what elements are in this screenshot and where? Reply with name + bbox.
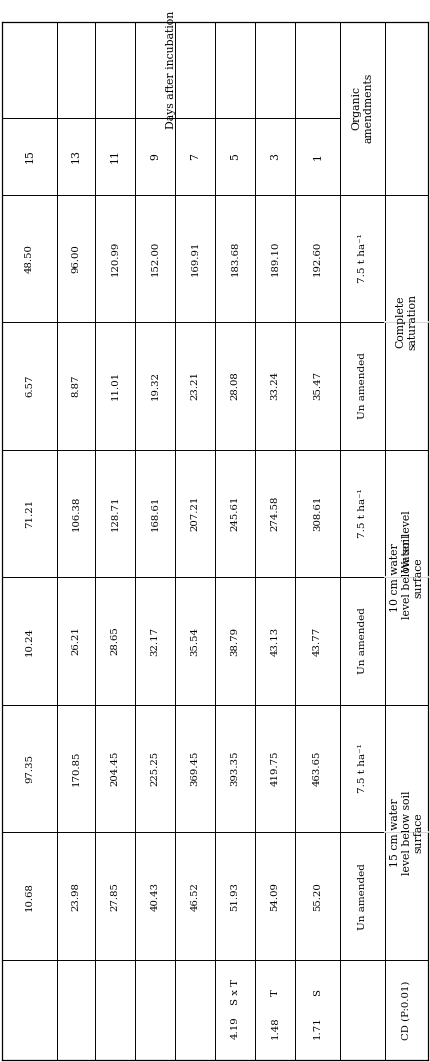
Text: T: T: [270, 989, 280, 996]
Text: 1: 1: [313, 153, 322, 159]
Text: 71.21: 71.21: [25, 499, 34, 528]
Text: 7.5 t ha⁻¹: 7.5 t ha⁻¹: [358, 743, 367, 793]
Text: 23.98: 23.98: [71, 881, 80, 910]
Text: 15 cm water
level below soil
surface: 15 cm water level below soil surface: [390, 790, 423, 875]
Text: 40.43: 40.43: [150, 881, 160, 911]
Text: 7: 7: [190, 153, 200, 159]
Text: S: S: [313, 989, 322, 996]
Text: Organic
amendments: Organic amendments: [352, 73, 373, 143]
Text: 245.61: 245.61: [230, 496, 240, 531]
Text: 54.09: 54.09: [270, 881, 280, 910]
Text: 192.60: 192.60: [313, 241, 322, 276]
Text: 48.50: 48.50: [25, 244, 34, 273]
Text: 419.75: 419.75: [270, 751, 280, 786]
Text: 274.58: 274.58: [270, 496, 280, 531]
Text: 8.87: 8.87: [71, 375, 80, 397]
Text: 13: 13: [71, 150, 81, 164]
Text: 168.61: 168.61: [150, 496, 160, 531]
Text: 23.21: 23.21: [190, 372, 200, 400]
Text: 10 cm water
level below soil
surface: 10 cm water level below soil surface: [390, 535, 423, 619]
Text: 97.35: 97.35: [25, 754, 34, 783]
Text: S x T: S x T: [230, 979, 240, 1006]
Text: 128.71: 128.71: [111, 496, 120, 531]
Text: 15: 15: [25, 150, 34, 164]
Text: 204.45: 204.45: [111, 751, 120, 786]
Text: 19.32: 19.32: [150, 372, 160, 400]
Text: 43.13: 43.13: [270, 627, 280, 655]
Text: 369.45: 369.45: [190, 751, 200, 786]
Text: 5: 5: [230, 153, 240, 159]
Text: 35.54: 35.54: [190, 627, 200, 655]
Text: 9: 9: [150, 153, 160, 159]
Text: 3: 3: [270, 153, 280, 159]
Text: Un amended: Un amended: [358, 353, 367, 419]
Text: 393.35: 393.35: [230, 751, 240, 786]
Text: 55.20: 55.20: [313, 881, 322, 910]
Text: Complete
saturation: Complete saturation: [396, 294, 417, 350]
Text: 33.24: 33.24: [270, 372, 280, 400]
Text: 7.5 t ha⁻¹: 7.5 t ha⁻¹: [358, 234, 367, 284]
Text: Water level: Water level: [402, 510, 412, 571]
Text: 6.57: 6.57: [25, 375, 34, 397]
Text: 43.77: 43.77: [313, 627, 322, 655]
Text: 207.21: 207.21: [190, 496, 200, 531]
Text: 106.38: 106.38: [71, 496, 80, 531]
Text: 120.99: 120.99: [111, 241, 120, 276]
Text: 7.5 t ha⁻¹: 7.5 t ha⁻¹: [358, 489, 367, 538]
Text: 96.00: 96.00: [71, 244, 80, 273]
Text: 189.10: 189.10: [270, 241, 280, 276]
Text: Un amended: Un amended: [358, 862, 367, 929]
Text: 46.52: 46.52: [190, 881, 200, 910]
Text: 1.48: 1.48: [270, 1016, 280, 1039]
Text: 169.91: 169.91: [190, 241, 200, 276]
Text: 4.19: 4.19: [230, 1016, 240, 1039]
Text: Days after incubation: Days after incubation: [166, 11, 176, 129]
Text: 170.85: 170.85: [71, 751, 80, 786]
Text: 38.79: 38.79: [230, 627, 240, 655]
Text: 26.21: 26.21: [71, 627, 80, 655]
Text: 1.71: 1.71: [313, 1016, 322, 1039]
Text: 32.17: 32.17: [150, 627, 160, 655]
Text: 28.08: 28.08: [230, 372, 240, 400]
Text: 27.85: 27.85: [111, 881, 120, 910]
Text: 183.68: 183.68: [230, 241, 240, 276]
Text: 10.24: 10.24: [25, 627, 34, 655]
Text: 225.25: 225.25: [150, 751, 160, 786]
Text: 463.65: 463.65: [313, 751, 322, 786]
Text: CD (P:0.01): CD (P:0.01): [402, 980, 411, 1040]
Text: 35.47: 35.47: [313, 372, 322, 400]
Text: 11.01: 11.01: [111, 372, 120, 400]
Text: 308.61: 308.61: [313, 496, 322, 531]
Text: 28.65: 28.65: [111, 627, 120, 655]
Text: 11: 11: [110, 150, 120, 164]
Text: 51.93: 51.93: [230, 881, 240, 910]
Text: Un amended: Un amended: [358, 607, 367, 674]
Text: 10.68: 10.68: [25, 881, 34, 910]
Text: 152.00: 152.00: [150, 241, 160, 276]
